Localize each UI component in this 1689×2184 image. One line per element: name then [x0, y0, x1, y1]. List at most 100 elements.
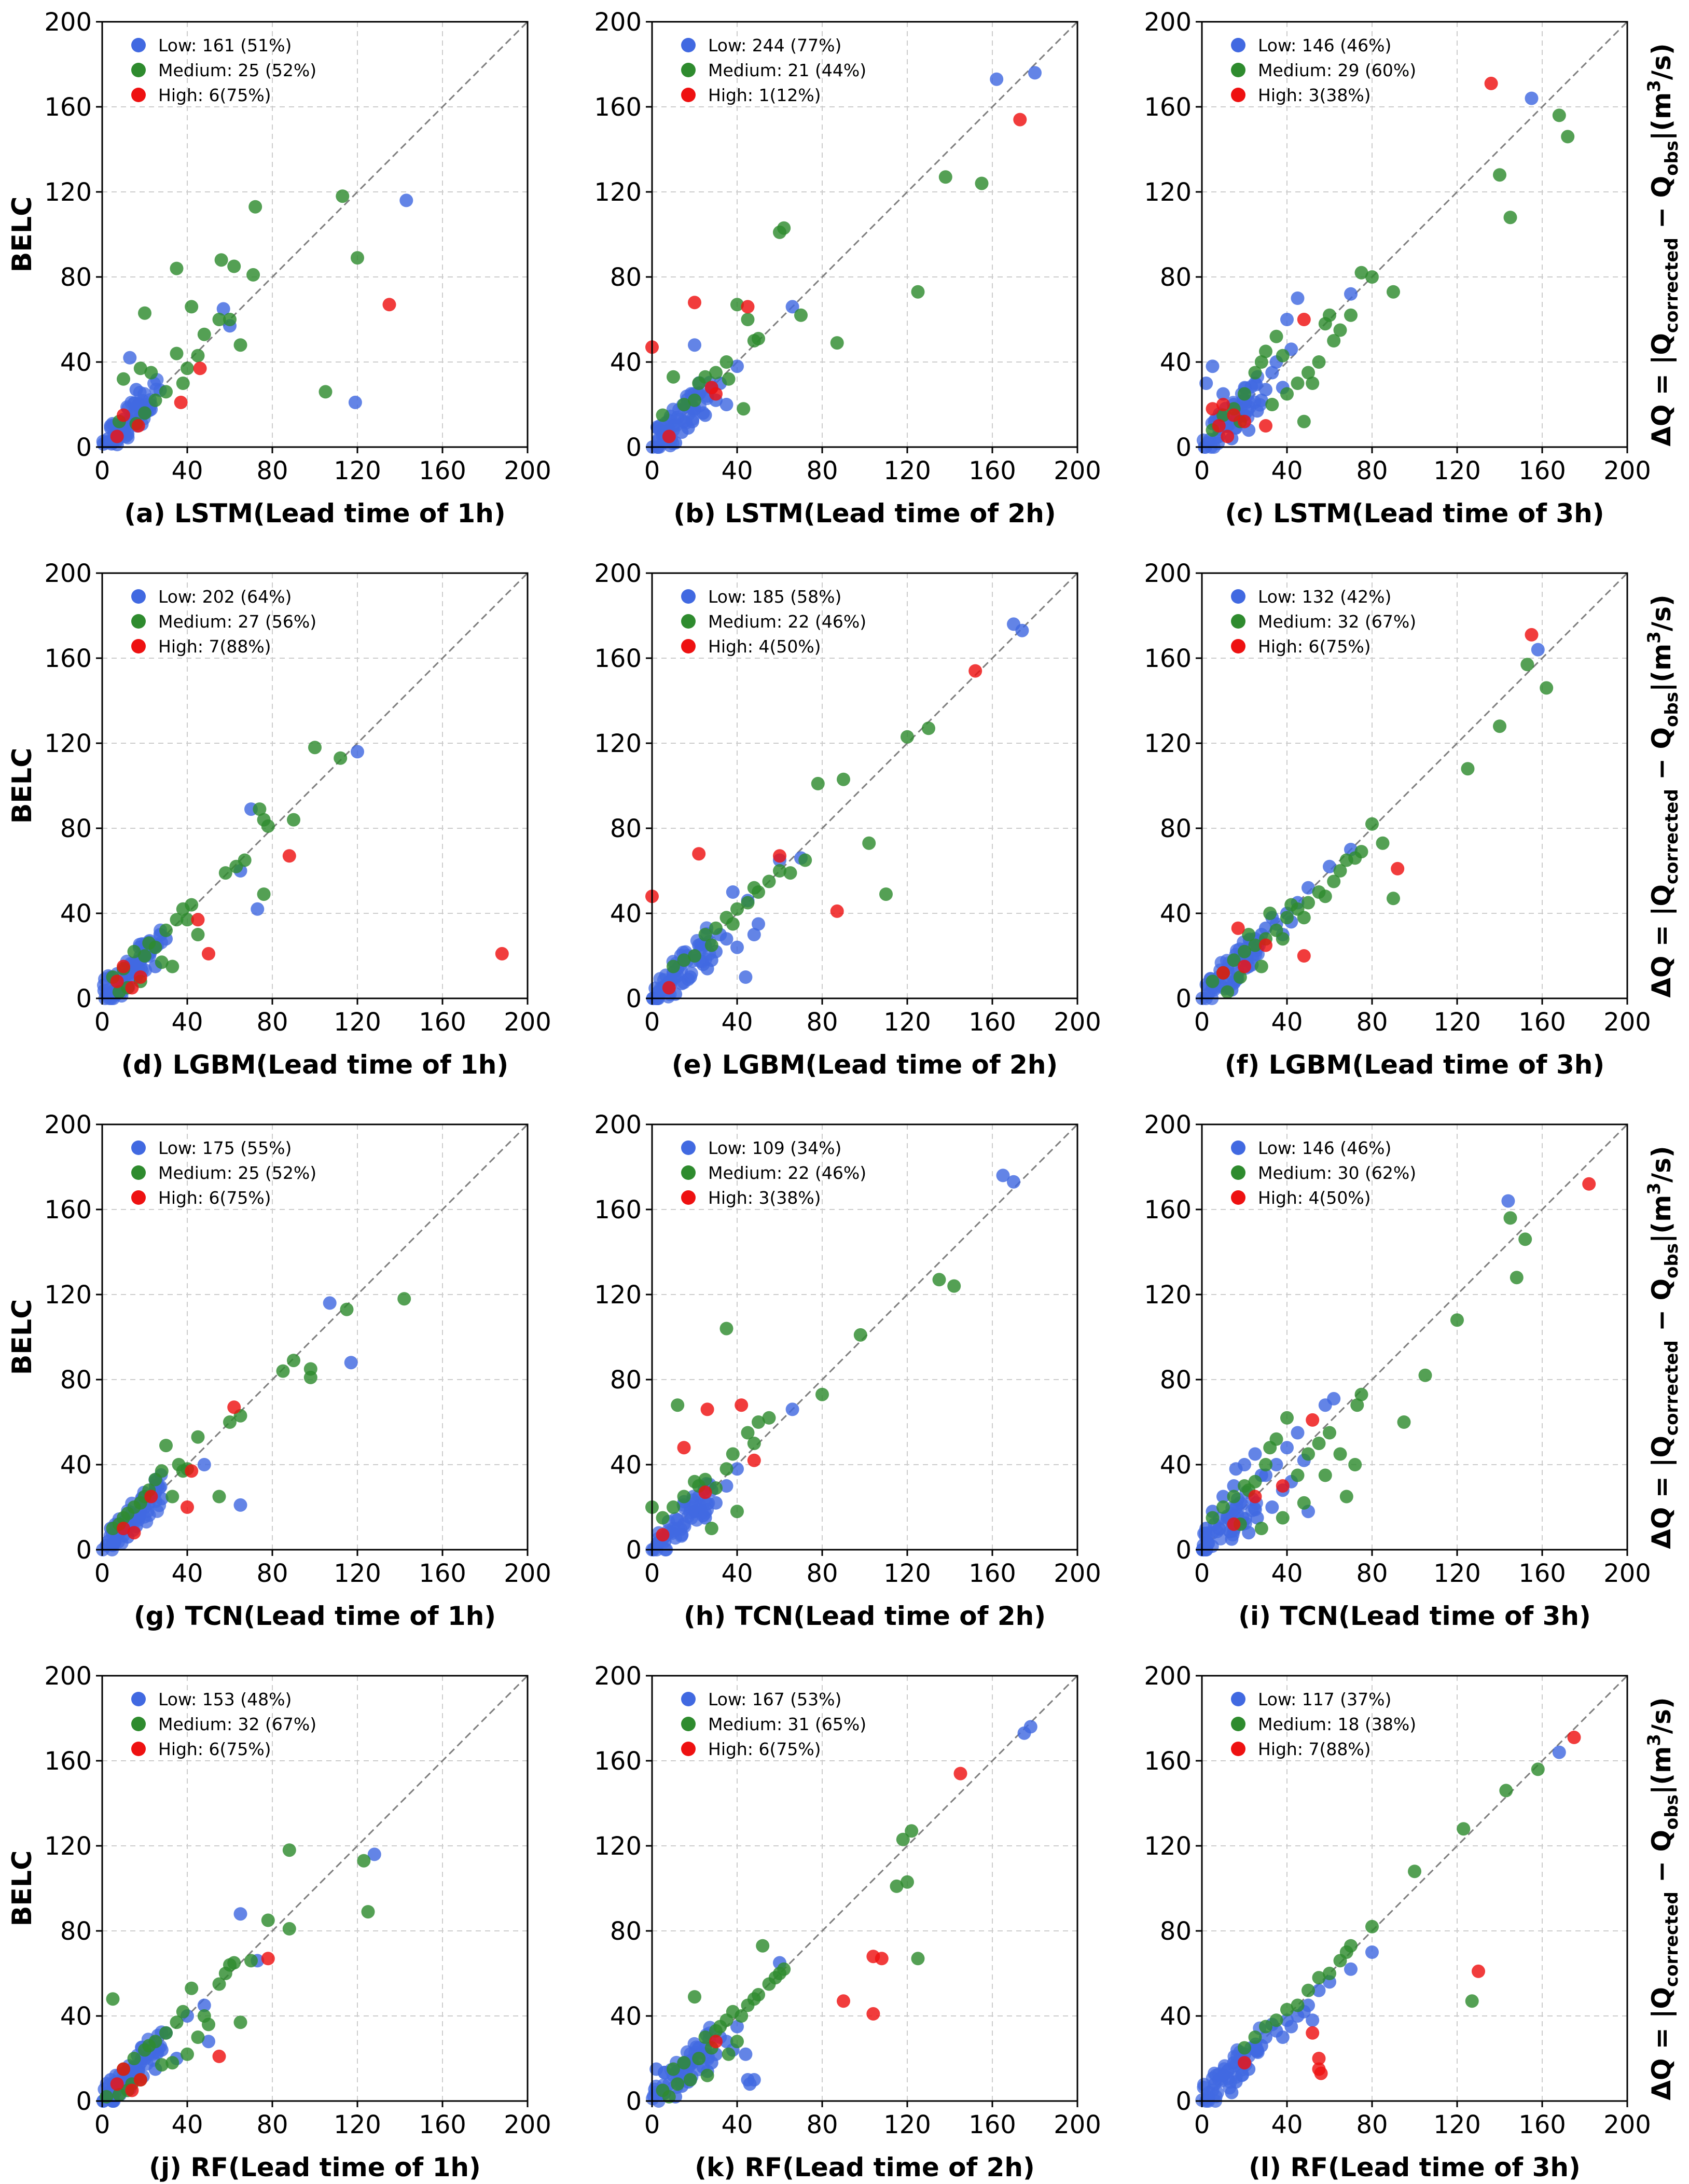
panel-a-point-medium — [191, 349, 205, 363]
right-label-part: corrected — [1662, 1340, 1682, 1436]
panel-b-point-low — [719, 398, 733, 411]
panel-e-point-medium — [837, 772, 850, 786]
panel-d-point-high — [117, 959, 130, 973]
panel-c-xtick-label: 120 — [1433, 456, 1481, 485]
panel-g-point-medium — [287, 1354, 300, 1368]
panel-h-point-medium — [947, 1279, 961, 1293]
panel-a: 00 40 40 80 80 120 120 160 160 200 200 (a) LSTM(Lea… — [44, 8, 551, 528]
panel-a-title: (a) LSTM(Lead time of 1h) — [124, 498, 505, 528]
right-label-part: ΔQ = |Q — [1646, 1436, 1677, 1549]
panel-l-point-high — [1472, 1964, 1485, 1978]
panel-j-point-low — [202, 2035, 215, 2049]
panel-i-legend-entry: Low: 146 (46%) — [1258, 1138, 1391, 1158]
panel-j-point-medium — [212, 1977, 226, 1991]
panel-e-point-low — [1015, 623, 1029, 637]
panel-c-point-medium — [1306, 377, 1320, 390]
panel-i-legend: Low: 146 (46%) Medium: 30 (62%) High: 4(50… — [1231, 1138, 1416, 1208]
panel-e-ytick-label: 200 — [594, 559, 642, 588]
panel-k-point-medium — [905, 1824, 919, 1838]
panel-i-point-medium — [1254, 1522, 1268, 1535]
panel-g-ytick-label: 40 — [60, 1451, 92, 1480]
panel-f-point-medium — [1302, 896, 1315, 910]
panel-h-ytick-label: 80 — [610, 1366, 642, 1395]
panel-a-point-high — [117, 408, 130, 422]
panel-l-xtick-label: 0 — [1194, 2110, 1210, 2139]
panel-d-ytick-label: 200 — [44, 559, 92, 588]
panel-a-point-medium — [138, 306, 151, 320]
panel-e-point-medium — [879, 887, 893, 901]
panel-d-point-high — [202, 947, 215, 961]
panel-b-point-low — [1028, 66, 1042, 80]
right-label-part: 3 — [1644, 1183, 1665, 1195]
panel-k-point-high — [837, 1994, 850, 2008]
panel-l-point-high — [1312, 2052, 1326, 2065]
panel-a-xtick-label: 40 — [171, 456, 203, 485]
panel-e-point-medium — [773, 864, 786, 878]
panel-i-point-low — [1216, 1490, 1230, 1504]
panel-d-point-medium — [185, 898, 199, 912]
panel-h-point-medium — [730, 1505, 744, 1519]
panel-d-point-medium — [191, 928, 205, 941]
panel-d-xtick-label: 40 — [171, 1008, 203, 1037]
panel-c-point-high — [1212, 419, 1226, 433]
panel-j-ytick-label: 200 — [44, 1662, 92, 1691]
panel-b-point-high — [709, 387, 723, 401]
panel-j-legend: Low: 153 (48%) Medium: 32 (67%) High: 6(75… — [131, 1689, 316, 1759]
panel-e-point-high — [773, 849, 786, 863]
panel-g-point-medium — [303, 1370, 317, 1384]
panel-e-xtick-label: 120 — [883, 1008, 931, 1037]
panel-k-point-medium — [756, 1939, 770, 1953]
panel-l-point-low — [1236, 2068, 1250, 2082]
panel-c-point-low — [1240, 404, 1254, 418]
panel-c-xtick-label: 200 — [1603, 456, 1651, 485]
panel-h-point-medium — [671, 1398, 685, 1412]
panel-i: 00 40 40 80 80 120 120 160 160 200 200 (i) TCN(Lead… — [1144, 1110, 1651, 1631]
panel-l-point-medium — [1465, 1994, 1479, 2008]
right-label-delta-q: ΔQ = |Qcorrected − Qobs|(m3/s) — [1644, 43, 1682, 447]
panel-d-ytick-label: 120 — [44, 729, 92, 758]
panel-g-diagonal-line — [101, 1123, 529, 1551]
panel-c-point-low — [1216, 387, 1230, 401]
panel-i-point-medium — [1418, 1368, 1432, 1382]
panel-h-legend-marker — [681, 1190, 696, 1205]
panel-g-point-low — [323, 1296, 337, 1310]
panel-d-point-high — [495, 947, 509, 961]
right-label-part: ΔQ = |Q — [1646, 1987, 1677, 2100]
panel-a-point-high — [174, 395, 188, 409]
panel-e-legend-entry: Low: 185 (58%) — [708, 587, 841, 607]
panel-j-point-medium — [106, 1992, 120, 2006]
right-label-part: /s) — [1646, 1146, 1677, 1183]
panel-k-xtick-label: 160 — [968, 2110, 1016, 2139]
panel-j-series-medium — [100, 1843, 375, 2104]
panel-h-point-medium — [709, 1481, 723, 1495]
panel-i-point-medium — [1280, 1411, 1294, 1425]
panel-e-legend: Low: 185 (58%) Medium: 22 (46%) High: 4(50… — [681, 587, 866, 657]
panel-e-point-medium — [698, 928, 712, 941]
panel-k-point-medium — [911, 1952, 925, 1966]
panel-a-point-medium — [170, 346, 184, 360]
panel-a-point-low — [399, 193, 413, 207]
panel-c-point-low — [1199, 377, 1213, 390]
panel-h-point-high — [700, 1402, 714, 1416]
panel-i-ytick-label: 80 — [1160, 1366, 1192, 1395]
panel-b-legend-marker — [681, 63, 696, 77]
right-label-part: corrected — [1662, 789, 1682, 884]
panel-c-point-medium — [1297, 414, 1311, 428]
panel-g-xtick-label: 200 — [504, 1559, 551, 1588]
panel-j-point-medium — [170, 2015, 184, 2029]
panel-a-ytick-label: 40 — [60, 348, 92, 377]
panel-c-xtick-label: 160 — [1518, 456, 1566, 485]
panel-f-ytick-label: 40 — [1160, 899, 1192, 928]
panel-k-point-medium — [677, 2056, 691, 2070]
panel-l-point-medium — [1259, 2020, 1272, 2034]
panel-i-point-low — [1501, 1194, 1515, 1208]
panel-k-legend-entry: High: 6(75%) — [708, 1739, 821, 1759]
panel-i-point-medium — [1518, 1232, 1532, 1246]
panel-k: 00 40 40 80 80 120 120 160 160 200 200 (k) RF(Lead … — [594, 1662, 1101, 2182]
panel-e-point-high — [968, 664, 982, 678]
panel-e-point-medium — [730, 902, 744, 916]
panel-j-point-medium — [142, 2039, 156, 2053]
panel-c-point-medium — [1318, 317, 1332, 331]
panel-l-legend-entry: Low: 117 (37%) — [1258, 1689, 1391, 1709]
panel-i-ytick-label: 0 — [1175, 1536, 1192, 1565]
